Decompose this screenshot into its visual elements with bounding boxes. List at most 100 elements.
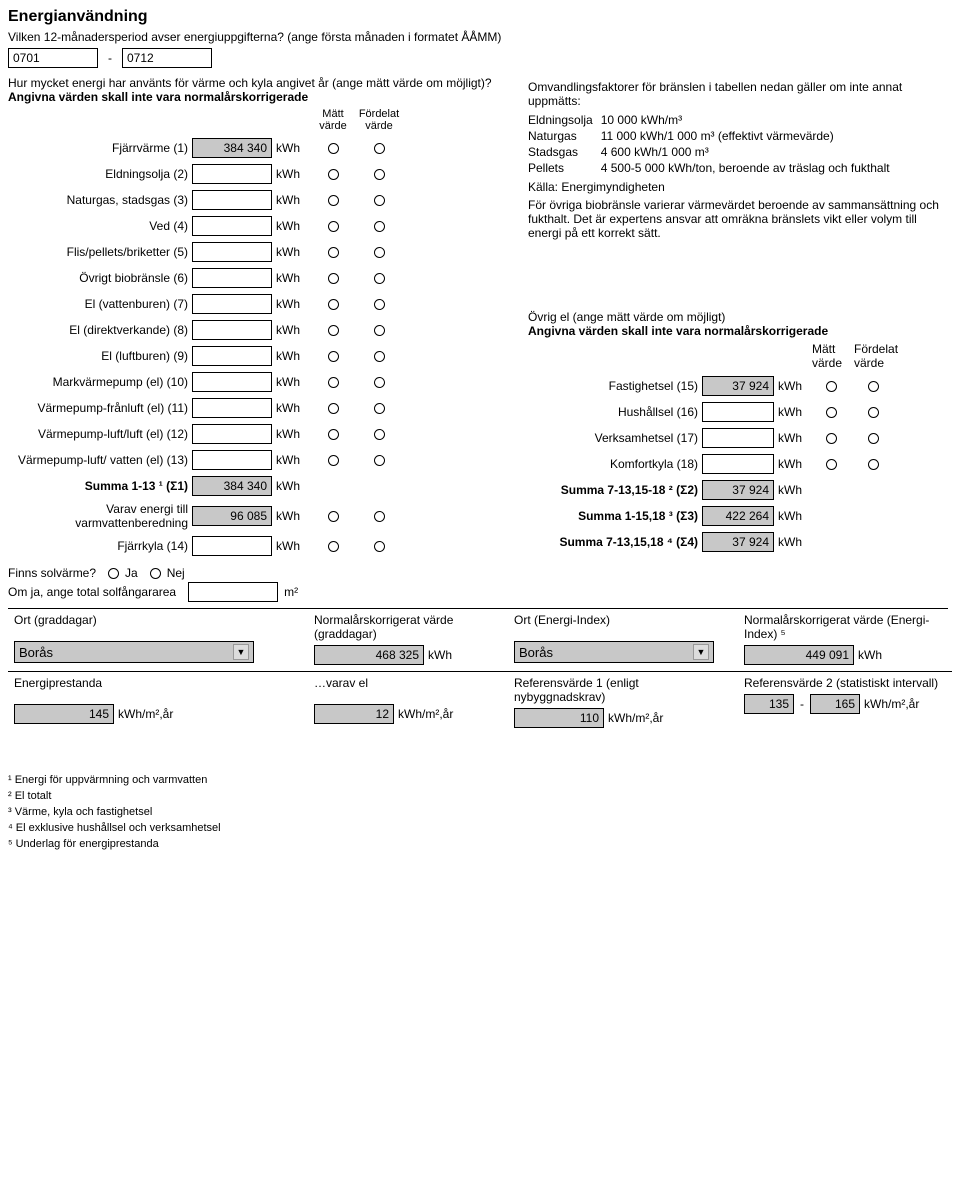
ort-graddagar-select[interactable]: Borås▼: [14, 641, 254, 663]
row-input[interactable]: [192, 242, 272, 262]
sum1-input: [192, 476, 272, 496]
row-input[interactable]: [192, 424, 272, 444]
norm-ei-label: Normalårskorrigerat värde (Energi-Index)…: [744, 613, 942, 641]
ref2-label: Referensvärde 2 (statistiskt intervall): [744, 676, 942, 690]
row-input[interactable]: [192, 216, 272, 236]
radio[interactable]: [328, 351, 339, 362]
row-label: Verksamhetsel (17): [528, 431, 698, 445]
row-label: Eldningsolja (2): [8, 167, 188, 181]
row-input[interactable]: [702, 454, 774, 474]
fjarrkyla-input[interactable]: [192, 536, 272, 556]
row-unit: kWh: [276, 349, 308, 363]
radio[interactable]: [374, 403, 385, 414]
radio[interactable]: [328, 299, 339, 310]
row-unit: kWh: [276, 453, 308, 467]
ep-label: Energiprestanda: [14, 676, 302, 690]
fuel-name: Eldningsolja: [528, 112, 601, 128]
radio[interactable]: [868, 407, 879, 418]
row-input[interactable]: [192, 450, 272, 470]
radio[interactable]: [374, 247, 385, 258]
dash: -: [108, 51, 112, 65]
radio[interactable]: [374, 273, 385, 284]
sum1-unit: kWh: [276, 479, 308, 493]
sum2-unit: kWh: [778, 483, 808, 497]
row-label: Övrigt biobränsle (6): [8, 271, 188, 285]
radio[interactable]: [826, 407, 837, 418]
row-input[interactable]: [192, 346, 272, 366]
sol-area-input[interactable]: [188, 582, 278, 602]
row-input[interactable]: [192, 164, 272, 184]
period-from-input[interactable]: [8, 48, 98, 68]
row-input: [702, 376, 774, 396]
radio[interactable]: [374, 351, 385, 362]
row-input[interactable]: [702, 402, 774, 422]
radio[interactable]: [374, 325, 385, 336]
radio[interactable]: [328, 273, 339, 284]
row-input[interactable]: [702, 428, 774, 448]
radio[interactable]: [328, 169, 339, 180]
row-unit: kWh: [276, 271, 308, 285]
radio[interactable]: [328, 325, 339, 336]
radio-nej[interactable]: [150, 568, 161, 579]
row-input[interactable]: [192, 372, 272, 392]
norm-graddagar-label: Normalårskorrigerat värde (graddagar): [314, 613, 502, 641]
varav-input: [192, 506, 272, 526]
ort-ei-select[interactable]: Borås▼: [514, 641, 714, 663]
ep-unit: kWh/m²,år: [118, 707, 173, 721]
chevron-down-icon: ▼: [233, 644, 249, 660]
varav-label: Varav energi till varmvattenberedning: [8, 502, 188, 530]
radio-ja[interactable]: [108, 568, 119, 579]
row-label: El (direktverkande) (8): [8, 323, 188, 337]
radio[interactable]: [826, 433, 837, 444]
fjarrkyla-unit: kWh: [276, 539, 308, 553]
radio[interactable]: [328, 511, 339, 522]
row-unit: kWh: [778, 431, 808, 445]
radio[interactable]: [868, 381, 879, 392]
row-input[interactable]: [192, 268, 272, 288]
radio[interactable]: [374, 299, 385, 310]
radio[interactable]: [826, 381, 837, 392]
radio[interactable]: [328, 247, 339, 258]
radio[interactable]: [868, 459, 879, 470]
radio[interactable]: [328, 195, 339, 206]
radio[interactable]: [374, 429, 385, 440]
radio[interactable]: [328, 143, 339, 154]
radio[interactable]: [374, 195, 385, 206]
intro-line2: Angivna värden skall inte vara normalårs…: [8, 90, 512, 104]
radio[interactable]: [374, 455, 385, 466]
radio[interactable]: [374, 143, 385, 154]
radio[interactable]: [374, 169, 385, 180]
ep-input: [14, 704, 114, 724]
m2-label: m²: [284, 585, 298, 599]
chevron-down-icon: ▼: [693, 644, 709, 660]
radio[interactable]: [328, 403, 339, 414]
row-input[interactable]: [192, 294, 272, 314]
radio[interactable]: [328, 541, 339, 552]
radio[interactable]: [374, 377, 385, 388]
radio[interactable]: [328, 429, 339, 440]
row-input[interactable]: [192, 320, 272, 340]
radio[interactable]: [374, 221, 385, 232]
fuel-value: 10 000 kWh/m³: [601, 112, 898, 128]
radio[interactable]: [328, 455, 339, 466]
header-fordelat: Fördelat värde: [358, 108, 400, 132]
row-unit: kWh: [276, 141, 308, 155]
radio[interactable]: [374, 511, 385, 522]
row-input[interactable]: [192, 190, 272, 210]
row-unit: kWh: [276, 427, 308, 441]
radio[interactable]: [868, 433, 879, 444]
row-unit: kWh: [276, 245, 308, 259]
sum2-input: [702, 480, 774, 500]
radio[interactable]: [328, 377, 339, 388]
info-header: Omvandlingsfaktorer för bränslen i tabel…: [528, 80, 952, 108]
row-input[interactable]: [192, 398, 272, 418]
info-para: För övriga biobränsle varierar värmevärd…: [528, 198, 952, 240]
radio[interactable]: [374, 541, 385, 552]
ref2a-input: [744, 694, 794, 714]
radio[interactable]: [826, 459, 837, 470]
radio[interactable]: [328, 221, 339, 232]
norm-graddagar-input: [314, 645, 424, 665]
period-to-input[interactable]: [122, 48, 212, 68]
sum3-label: Summa 1-15,18 ³ (Σ3): [528, 509, 698, 523]
row-label: Ved (4): [8, 219, 188, 233]
